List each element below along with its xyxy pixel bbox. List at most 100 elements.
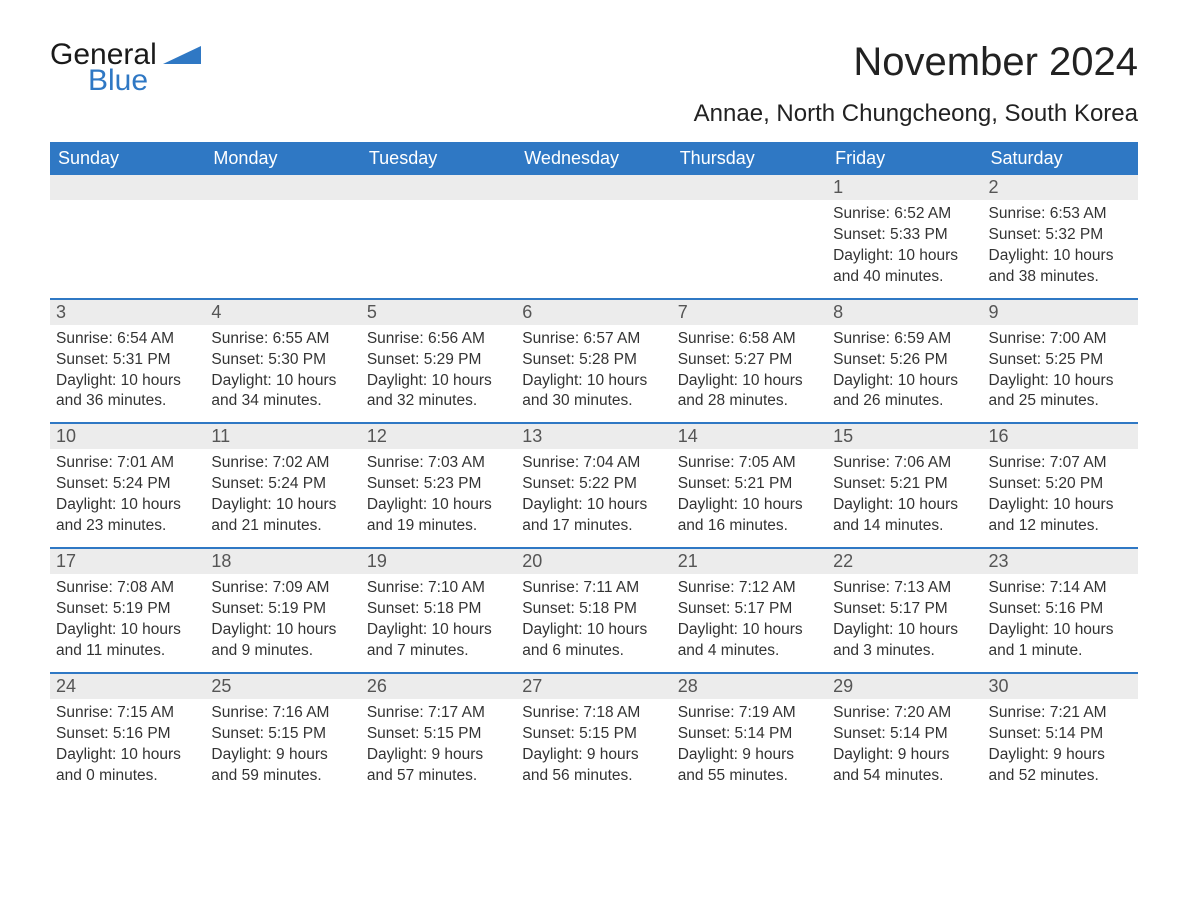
sunrise-text: Sunrise: 7:10 AM [367,578,510,599]
day-cell: 18Sunrise: 7:09 AMSunset: 5:19 PMDayligh… [205,549,360,672]
sunset-text: Sunset: 5:16 PM [56,724,199,745]
day-content: Sunrise: 7:03 AMSunset: 5:23 PMDaylight:… [367,453,510,537]
day-cell: 20 Sunrise: 7:11 AMSunset: 5:18 PMDayligh… [516,549,671,672]
logo-stack: General Blue [50,40,201,96]
sunrise-text: Sunrise: 7:03 AM [367,453,510,474]
sunrise-text: Sunrise: 7:21 AM [989,703,1132,724]
day-content: Sunrise: 7:04 AMSunset: 5:22 PMDaylight:… [522,453,665,537]
sunrise-text: Sunrise: 7:14 AM [989,578,1132,599]
day-cell [672,175,827,298]
day-cell: 2Sunrise: 6:53 AMSunset: 5:32 PMDaylight… [983,175,1138,298]
day-number: 20 [516,549,671,574]
sunrise-text: Sunrise: 6:57 AM [522,329,665,350]
day-number: 5 [361,300,516,325]
day-cell: 27Sunrise: 7:18 AMSunset: 5:15 PMDayligh… [516,674,671,797]
sunrise-text: Sunrise: 7:04 AM [522,453,665,474]
daylight-text: Daylight: 10 hours and 12 minutes. [989,495,1132,537]
sunrise-text: Sunrise: 6:52 AM [833,204,976,225]
day-content: Sunrise: 7:10 AMSunset: 5:18 PMDaylight:… [367,578,510,662]
day-cell: 4Sunrise: 6:55 AMSunset: 5:30 PMDaylight… [205,300,360,423]
day-cell [516,175,671,298]
sunset-text: Sunset: 5:24 PM [56,474,199,495]
weeks-container: 1Sunrise: 6:52 AMSunset: 5:33 PMDaylight… [50,175,1138,796]
day-cell: 24 Sunrise: 7:15 AMSunset: 5:16 PMDayligh… [50,674,205,797]
sunset-text: Sunset: 5:31 PM [56,350,199,371]
day-number: 11 [205,424,360,449]
day-content: Sunrise: 7:15 AMSunset: 5:16 PMDaylight:… [56,703,199,787]
day-number: 19 [361,549,516,574]
daylight-text: Daylight: 10 hours and 16 minutes. [678,495,821,537]
sunset-text: Sunset: 5:19 PM [211,599,354,620]
sunset-text: Sunset: 5:24 PM [211,474,354,495]
day-cell: 1Sunrise: 6:52 AMSunset: 5:33 PMDaylight… [827,175,982,298]
daylight-text: Daylight: 10 hours and 1 minute. [989,620,1132,662]
day-content: Sunrise: 6:58 AMSunset: 5:27 PMDaylight:… [678,329,821,413]
day-cell: 13Sunrise: 7:04 AMSunset: 5:22 PMDayligh… [516,424,671,547]
logo: General Blue [50,40,201,96]
day-content: Sunrise: 6:55 AMSunset: 5:30 PMDaylight:… [211,329,354,413]
day-cell: 30Sunrise: 7:21 AMSunset: 5:14 PMDayligh… [983,674,1138,797]
sunrise-text: Sunrise: 6:56 AM [367,329,510,350]
day-header-cell: Tuesday [361,142,516,175]
day-cell: 8Sunrise: 6:59 AMSunset: 5:26 PMDaylight… [827,300,982,423]
sunset-text: Sunset: 5:18 PM [522,599,665,620]
daylight-text: Daylight: 10 hours and 7 minutes. [367,620,510,662]
day-cell [361,175,516,298]
day-content: Sunrise: 7:08 AMSunset: 5:19 PMDaylight:… [56,578,199,662]
day-content: Sunrise: 7:12 AMSunset: 5:17 PMDaylight:… [678,578,821,662]
sunset-text: Sunset: 5:15 PM [367,724,510,745]
day-header-cell: Wednesday [516,142,671,175]
daylight-text: Daylight: 10 hours and 26 minutes. [833,371,976,413]
day-number: 6 [516,300,671,325]
week-row: 17Sunrise: 7:08 AMSunset: 5:19 PMDayligh… [50,547,1138,672]
day-number [672,175,827,200]
day-content: Sunrise: 7:11 AMSunset: 5:18 PMDaylight:… [522,578,665,662]
sunrise-text: Sunrise: 7:15 AM [56,703,199,724]
sunset-text: Sunset: 5:16 PM [989,599,1132,620]
sunrise-text: Sunrise: 6:55 AM [211,329,354,350]
day-content: Sunrise: 7:18 AMSunset: 5:15 PMDaylight:… [522,703,665,787]
daylight-text: Daylight: 10 hours and 4 minutes. [678,620,821,662]
day-content: Sunrise: 6:56 AMSunset: 5:29 PMDaylight:… [367,329,510,413]
sunrise-text: Sunrise: 7:05 AM [678,453,821,474]
sunrise-text: Sunrise: 7:16 AM [211,703,354,724]
day-number: 26 [361,674,516,699]
day-content: Sunrise: 7:17 AMSunset: 5:15 PMDaylight:… [367,703,510,787]
daylight-text: Daylight: 10 hours and 32 minutes. [367,371,510,413]
sunrise-text: Sunrise: 7:17 AM [367,703,510,724]
sunset-text: Sunset: 5:28 PM [522,350,665,371]
sunset-text: Sunset: 5:29 PM [367,350,510,371]
week-row: 1Sunrise: 6:52 AMSunset: 5:33 PMDaylight… [50,175,1138,298]
daylight-text: Daylight: 10 hours and 38 minutes. [989,246,1132,288]
sunset-text: Sunset: 5:32 PM [989,225,1132,246]
sunset-text: Sunset: 5:15 PM [211,724,354,745]
sunset-text: Sunset: 5:20 PM [989,474,1132,495]
day-number: 24 [50,674,205,699]
day-number: 30 [983,674,1138,699]
sunset-text: Sunset: 5:30 PM [211,350,354,371]
sunrise-text: Sunrise: 6:53 AM [989,204,1132,225]
day-cell: 5 Sunrise: 6:56 AMSunset: 5:29 PMDaylight… [361,300,516,423]
sunrise-text: Sunrise: 7:06 AM [833,453,976,474]
daylight-text: Daylight: 10 hours and 3 minutes. [833,620,976,662]
sunset-text: Sunset: 5:23 PM [367,474,510,495]
sunset-text: Sunset: 5:33 PM [833,225,976,246]
daylight-text: Daylight: 9 hours and 56 minutes. [522,745,665,787]
sunset-text: Sunset: 5:14 PM [678,724,821,745]
daylight-text: Daylight: 9 hours and 55 minutes. [678,745,821,787]
day-number [50,175,205,200]
sunset-text: Sunset: 5:27 PM [678,350,821,371]
sunset-text: Sunset: 5:22 PM [522,474,665,495]
sunset-text: Sunset: 5:26 PM [833,350,976,371]
day-header-cell: Saturday [983,142,1138,175]
day-cell: 7Sunrise: 6:58 AMSunset: 5:27 PMDaylight… [672,300,827,423]
day-content: Sunrise: 7:19 AMSunset: 5:14 PMDaylight:… [678,703,821,787]
day-cell: 23Sunrise: 7:14 AMSunset: 5:16 PMDayligh… [983,549,1138,672]
week-row: 10Sunrise: 7:01 AMSunset: 5:24 PMDayligh… [50,422,1138,547]
day-header-cell: Monday [205,142,360,175]
day-number: 25 [205,674,360,699]
logo-blue-text: Blue [88,66,201,96]
sunrise-text: Sunrise: 7:00 AM [989,329,1132,350]
day-cell: 6Sunrise: 6:57 AMSunset: 5:28 PMDaylight… [516,300,671,423]
sunrise-text: Sunrise: 7:19 AM [678,703,821,724]
